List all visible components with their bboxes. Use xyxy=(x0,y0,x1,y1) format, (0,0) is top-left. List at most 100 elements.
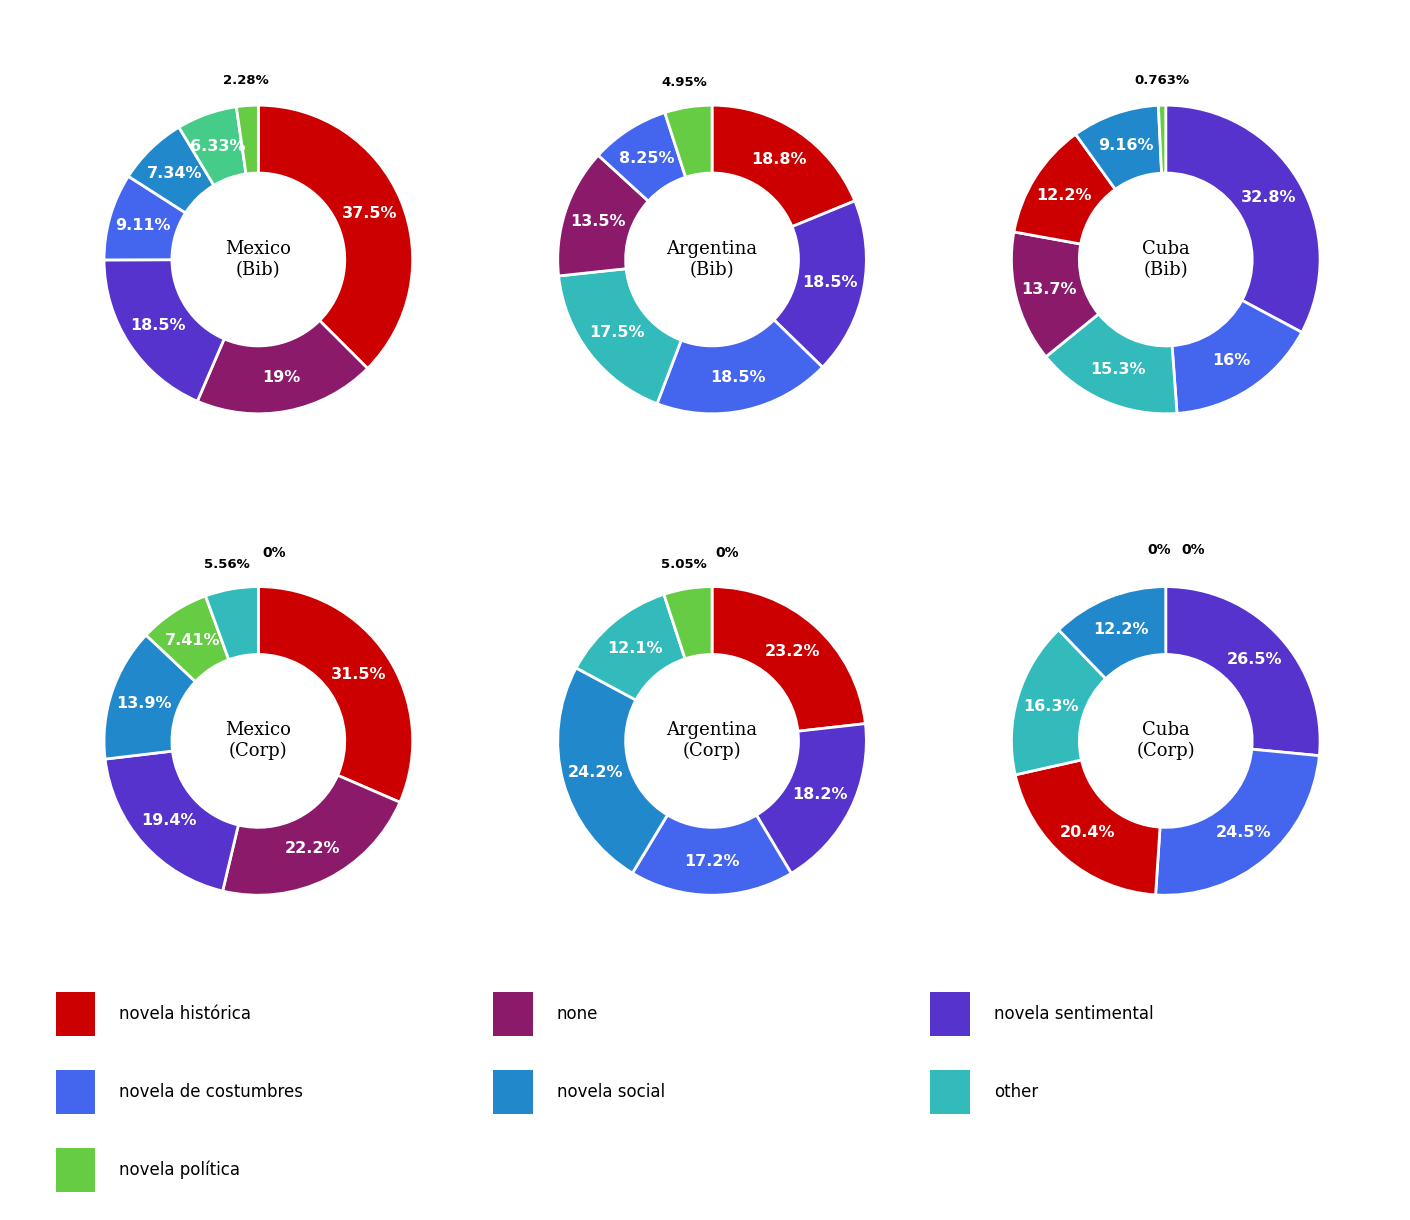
Text: 7.41%: 7.41% xyxy=(165,633,220,648)
Wedge shape xyxy=(258,105,413,368)
Circle shape xyxy=(172,654,345,827)
Wedge shape xyxy=(223,775,400,895)
Text: novela política: novela política xyxy=(120,1160,240,1180)
Text: Argentina
(Bib): Argentina (Bib) xyxy=(667,240,757,279)
Wedge shape xyxy=(598,112,685,201)
Text: 0%: 0% xyxy=(716,545,739,560)
Text: 0%: 0% xyxy=(1148,543,1172,556)
Wedge shape xyxy=(147,595,228,682)
Text: 13.7%: 13.7% xyxy=(1021,282,1077,296)
Text: 18.8%: 18.8% xyxy=(752,152,807,167)
Text: Mexico
(Corp): Mexico (Corp) xyxy=(226,721,292,760)
Text: novela de costumbres: novela de costumbres xyxy=(120,1083,303,1100)
Wedge shape xyxy=(1011,232,1098,356)
Text: 37.5%: 37.5% xyxy=(341,206,398,221)
Text: 19.4%: 19.4% xyxy=(141,814,196,828)
Text: 9.11%: 9.11% xyxy=(116,218,171,233)
Text: 12.1%: 12.1% xyxy=(606,642,663,656)
Text: none: none xyxy=(557,1005,598,1022)
Wedge shape xyxy=(774,201,866,367)
Wedge shape xyxy=(104,260,224,401)
Wedge shape xyxy=(106,752,238,891)
Text: 13.5%: 13.5% xyxy=(570,215,626,229)
Text: Argentina
(Corp): Argentina (Corp) xyxy=(667,721,757,760)
Text: 32.8%: 32.8% xyxy=(1241,190,1297,205)
Wedge shape xyxy=(558,155,649,276)
Text: 16%: 16% xyxy=(1213,353,1251,368)
Wedge shape xyxy=(1015,760,1160,895)
Wedge shape xyxy=(577,594,685,700)
Text: 26.5%: 26.5% xyxy=(1227,653,1283,667)
Bar xyxy=(493,992,533,1036)
Wedge shape xyxy=(558,667,667,874)
Bar xyxy=(931,1070,970,1114)
Bar xyxy=(55,1148,96,1192)
Wedge shape xyxy=(237,105,258,174)
Text: Cuba
(Bib): Cuba (Bib) xyxy=(1142,240,1190,279)
Wedge shape xyxy=(558,268,681,404)
Bar xyxy=(493,1070,533,1114)
Circle shape xyxy=(626,654,798,827)
Wedge shape xyxy=(104,636,196,759)
Wedge shape xyxy=(179,106,245,185)
Wedge shape xyxy=(1166,105,1320,332)
Wedge shape xyxy=(664,587,712,659)
Wedge shape xyxy=(104,177,186,260)
Text: 13.9%: 13.9% xyxy=(116,695,172,711)
Wedge shape xyxy=(712,587,866,731)
Text: 17.2%: 17.2% xyxy=(684,854,740,869)
Text: 4.95%: 4.95% xyxy=(661,76,708,89)
Text: 6.33%: 6.33% xyxy=(190,139,245,154)
Wedge shape xyxy=(1011,630,1105,775)
Text: 5.56%: 5.56% xyxy=(204,558,250,571)
Wedge shape xyxy=(1159,105,1166,173)
Wedge shape xyxy=(128,127,214,214)
Wedge shape xyxy=(666,105,712,177)
Text: 17.5%: 17.5% xyxy=(589,326,644,340)
Circle shape xyxy=(626,173,798,346)
Text: 24.5%: 24.5% xyxy=(1215,825,1272,841)
Text: 5.05%: 5.05% xyxy=(661,558,706,571)
Wedge shape xyxy=(712,105,854,227)
Bar xyxy=(55,992,96,1036)
Text: 8.25%: 8.25% xyxy=(619,150,675,166)
Text: 18.5%: 18.5% xyxy=(130,318,186,333)
Wedge shape xyxy=(657,320,822,414)
Wedge shape xyxy=(197,321,368,414)
Text: 23.2%: 23.2% xyxy=(764,644,821,659)
Wedge shape xyxy=(206,587,258,660)
Text: 31.5%: 31.5% xyxy=(331,667,386,682)
Text: 0.763%: 0.763% xyxy=(1134,74,1189,87)
Wedge shape xyxy=(756,723,866,874)
Text: 18.5%: 18.5% xyxy=(711,370,766,384)
Text: 19%: 19% xyxy=(262,370,300,386)
Wedge shape xyxy=(1046,314,1177,414)
Text: Mexico
(Bib): Mexico (Bib) xyxy=(226,240,292,279)
Text: other: other xyxy=(994,1083,1038,1100)
Wedge shape xyxy=(258,587,413,803)
Text: novela sentimental: novela sentimental xyxy=(994,1005,1153,1022)
Text: 15.3%: 15.3% xyxy=(1090,362,1146,377)
Text: novela histórica: novela histórica xyxy=(120,1005,251,1022)
Text: novela social: novela social xyxy=(557,1083,664,1100)
Text: 0%: 0% xyxy=(1182,543,1206,556)
Text: 22.2%: 22.2% xyxy=(285,841,340,856)
Circle shape xyxy=(172,173,345,346)
Text: 9.16%: 9.16% xyxy=(1098,138,1153,154)
Text: 24.2%: 24.2% xyxy=(568,765,623,781)
Text: 18.2%: 18.2% xyxy=(792,787,847,802)
Text: 12.2%: 12.2% xyxy=(1093,622,1149,637)
Text: 20.4%: 20.4% xyxy=(1060,825,1115,839)
Text: Cuba
(Corp): Cuba (Corp) xyxy=(1136,721,1196,760)
Bar xyxy=(55,1070,96,1114)
Circle shape xyxy=(1079,173,1252,346)
Wedge shape xyxy=(1076,105,1162,189)
Text: 16.3%: 16.3% xyxy=(1022,699,1079,714)
Bar xyxy=(931,992,970,1036)
Text: 2.28%: 2.28% xyxy=(223,74,268,88)
Wedge shape xyxy=(1166,587,1320,755)
Wedge shape xyxy=(633,815,791,895)
Text: 0%: 0% xyxy=(262,545,286,560)
Wedge shape xyxy=(1014,134,1115,244)
Text: 12.2%: 12.2% xyxy=(1036,188,1091,203)
